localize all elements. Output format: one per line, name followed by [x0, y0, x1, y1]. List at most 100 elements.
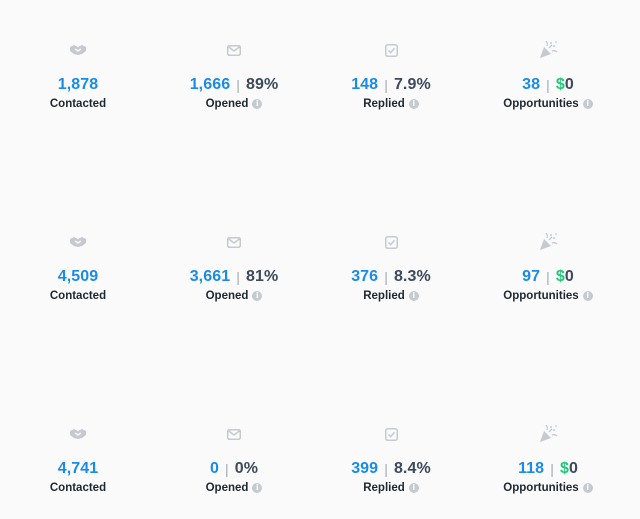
stat-label: Opened i: [206, 290, 263, 302]
stat-opened: 1,666 | 89% Opened i: [156, 40, 312, 110]
info-icon[interactable]: i: [408, 291, 419, 301]
currency-symbol: $: [555, 268, 565, 285]
opportunities-amount: 0: [568, 460, 578, 477]
info-icon[interactable]: i: [252, 99, 263, 109]
stat-opportunities: 38 | $0 Opportunities i: [470, 40, 626, 110]
stat-replied: 148 | 7.9% Replied i: [313, 40, 469, 110]
value-separator: |: [236, 269, 240, 285]
info-icon[interactable]: i: [408, 483, 419, 493]
contacted-label: Contacted: [49, 290, 107, 302]
stat-contacted: 4,509 Contacted: [0, 232, 156, 302]
stat-label: Replied i: [363, 482, 419, 494]
stat-label: Opportunities i: [503, 98, 593, 110]
stat-opened: 0 | 0% Opened i: [156, 424, 312, 494]
stat-label: Opened i: [206, 482, 263, 494]
info-icon[interactable]: i: [408, 99, 419, 109]
party-popper-icon: [538, 232, 558, 252]
reply-rate: 8.4%: [393, 460, 431, 477]
value-separator: |: [384, 269, 388, 285]
stat-value: 4,509: [58, 267, 99, 287]
replied-count: 148: [351, 76, 379, 93]
contacted-label: Contacted: [49, 98, 107, 110]
replied-count: 399: [351, 460, 379, 477]
opened-count: 0: [209, 460, 219, 477]
reply-rate: 7.9%: [393, 76, 431, 93]
opportunities-count: 97: [522, 268, 541, 285]
stat-label: Contacted: [50, 290, 106, 302]
check-square-icon: [381, 232, 401, 252]
stat-opportunities: 118 | $0 Opportunities i: [470, 424, 626, 494]
info-icon[interactable]: i: [582, 483, 593, 493]
stat-label: Opportunities i: [503, 482, 593, 494]
replied-label: Replied: [363, 290, 405, 302]
envelope-icon: [224, 232, 244, 252]
open-rate: 89%: [245, 76, 279, 93]
opportunities-count: 38: [522, 76, 541, 93]
stat-label: Contacted: [50, 98, 106, 110]
replied-label: Replied: [363, 98, 405, 110]
stat-value: 0 | 0%: [210, 459, 258, 479]
stat-value: 38 | $0: [522, 75, 574, 95]
stats-row: 1,878 Contacted 1,666 | 89% Opened i: [0, 40, 640, 120]
info-icon[interactable]: i: [582, 291, 593, 301]
currency-symbol: $: [559, 460, 569, 477]
opportunities-label: Opportunities: [503, 482, 579, 494]
check-square-icon: [381, 40, 401, 60]
party-popper-icon: [538, 40, 558, 60]
info-icon[interactable]: i: [252, 291, 263, 301]
party-popper-icon: [538, 424, 558, 444]
contacted-count: 4,741: [57, 460, 99, 477]
stat-value: 399 | 8.4%: [351, 459, 431, 479]
stat-value: 3,661 | 81%: [190, 267, 279, 287]
opened-label: Opened: [205, 482, 249, 494]
check-square-icon: [381, 424, 401, 444]
stat-label: Replied i: [363, 98, 419, 110]
stat-replied: 399 | 8.4% Replied i: [313, 424, 469, 494]
info-icon[interactable]: i: [582, 99, 593, 109]
value-separator: |: [384, 77, 388, 93]
opened-count: 1,666: [189, 76, 231, 93]
stat-contacted: 1,878 Contacted: [0, 40, 156, 110]
stat-value: 148 | 7.9%: [351, 75, 431, 95]
stat-value: 1,878: [58, 75, 99, 95]
reply-rate: 8.3%: [393, 268, 431, 285]
handshake-icon: [68, 232, 88, 252]
contacted-count: 1,878: [57, 76, 99, 93]
opportunities-value: $0: [560, 460, 578, 478]
opened-label: Opened: [205, 98, 249, 110]
stat-value: 4,741: [58, 459, 99, 479]
currency-symbol: $: [555, 76, 565, 93]
value-separator: |: [550, 461, 554, 477]
stat-value: 118 | $0: [518, 459, 578, 479]
stat-label: Contacted: [50, 482, 106, 494]
opened-count: 3,661: [189, 268, 231, 285]
stat-label: Opened i: [206, 98, 263, 110]
stat-label: Replied i: [363, 290, 419, 302]
stats-row: 4,509 Contacted 3,661 | 81% Opened i: [0, 232, 640, 312]
envelope-icon: [224, 40, 244, 60]
value-separator: |: [546, 77, 550, 93]
opened-label: Opened: [205, 290, 249, 302]
stat-contacted: 4,741 Contacted: [0, 424, 156, 494]
opportunities-amount: 0: [564, 268, 574, 285]
opportunities-count: 118: [518, 460, 545, 477]
stat-opportunities: 97 | $0 Opportunities i: [470, 232, 626, 302]
stat-label: Opportunities i: [503, 290, 593, 302]
contacted-label: Contacted: [49, 482, 107, 494]
opportunities-label: Opportunities: [503, 98, 579, 110]
value-separator: |: [236, 77, 240, 93]
opportunities-value: $0: [556, 76, 574, 94]
value-separator: |: [224, 461, 229, 477]
replied-count: 376: [351, 268, 379, 285]
open-rate: 0%: [234, 460, 259, 477]
info-icon[interactable]: i: [252, 483, 263, 493]
stat-value: 376 | 8.3%: [351, 267, 431, 287]
stats-row: 4,741 Contacted 0 | 0% Opened i: [0, 424, 640, 504]
stat-replied: 376 | 8.3% Replied i: [313, 232, 469, 302]
handshake-icon: [68, 424, 88, 444]
handshake-icon: [68, 40, 88, 60]
envelope-icon: [224, 424, 244, 444]
stat-value: 1,666 | 89%: [190, 75, 279, 95]
replied-label: Replied: [363, 482, 405, 494]
